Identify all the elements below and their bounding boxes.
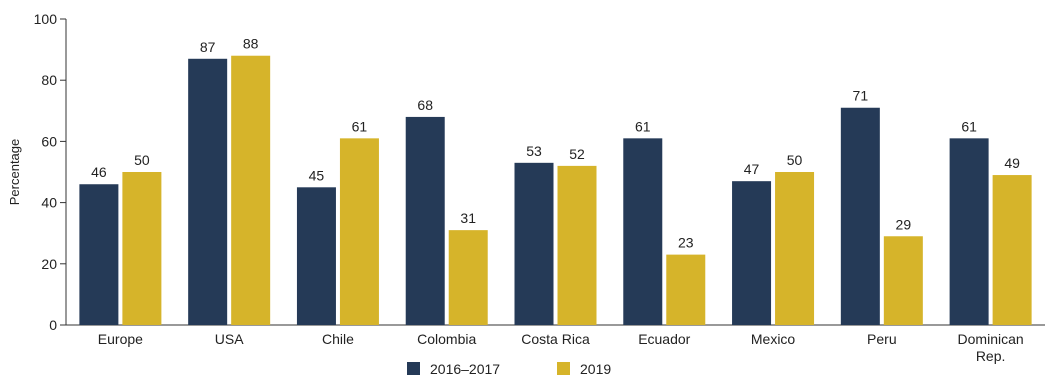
data-label: 46	[91, 164, 107, 180]
bar-series-1	[840, 107, 880, 326]
data-label: 52	[569, 146, 585, 162]
bar-series-2	[775, 172, 815, 325]
legend-label: 2019	[580, 361, 611, 377]
data-label: 49	[1004, 155, 1020, 171]
category-label-line: Rep.	[976, 348, 1006, 364]
y-axis-title: Percentage	[7, 139, 22, 206]
category-label: Mexico	[751, 331, 796, 347]
category-label: Peru	[867, 331, 897, 347]
y-tick-label: 80	[41, 72, 57, 88]
bar-series-1	[188, 58, 228, 325]
data-label: 45	[309, 167, 325, 183]
legend-swatch	[557, 362, 570, 375]
data-label: 53	[526, 143, 542, 159]
data-label: 61	[961, 118, 977, 134]
category-labels: Europe USA Chile Colombia Costa Rica Ecuador M…	[98, 331, 1024, 364]
category-label-line: Colombia	[417, 331, 476, 347]
category-label-line: USA	[215, 331, 244, 347]
category-label: Dominican Rep.	[958, 331, 1024, 364]
bar-series-1	[79, 184, 119, 325]
legend: 2016–2017 2019	[407, 361, 611, 377]
bar-series-1	[732, 181, 772, 325]
axes: 0 20 40 60 80 100 Percentage	[7, 11, 1045, 333]
bar-series-2	[231, 55, 271, 325]
data-label: 50	[787, 152, 803, 168]
bar-series-1	[949, 138, 989, 325]
bar-series-1	[514, 162, 554, 325]
category-label-line: Costa Rica	[521, 331, 590, 347]
data-label: 61	[352, 118, 368, 134]
y-tick-label: 40	[41, 195, 57, 211]
data-label: 61	[635, 118, 651, 134]
bar-series-2	[339, 138, 379, 325]
data-label: 47	[744, 161, 760, 177]
bar-series-1	[405, 116, 445, 325]
category-label: Ecuador	[638, 331, 690, 347]
data-label: 29	[896, 216, 912, 232]
category-label-line: Mexico	[751, 331, 796, 347]
legend-label: 2016–2017	[430, 361, 500, 377]
data-labels: 46 50 87 88 45 61 68 31 53 52 61 23 47 50 71 29 61 49	[91, 36, 1020, 251]
bar-series-2	[883, 236, 923, 325]
bar-series-1	[296, 187, 336, 325]
category-label: Chile	[322, 331, 354, 347]
legend-swatch	[407, 362, 420, 375]
category-label: Colombia	[417, 331, 476, 347]
category-label-line: Europe	[98, 331, 143, 347]
bar-series-1	[623, 138, 663, 325]
bar-series-2	[992, 175, 1032, 325]
bar-series-2	[666, 254, 706, 325]
data-label: 88	[243, 36, 259, 52]
category-label-line: Ecuador	[638, 331, 690, 347]
y-tick-label: 0	[49, 317, 57, 333]
category-label-line: Dominican	[958, 331, 1024, 347]
y-tick-label: 100	[34, 11, 58, 27]
data-label: 50	[134, 152, 150, 168]
data-label: 31	[460, 210, 476, 226]
category-label: Europe	[98, 331, 143, 347]
y-tick-label: 60	[41, 133, 57, 149]
y-tick-label: 20	[41, 256, 57, 272]
category-label-line: Peru	[867, 331, 897, 347]
data-label: 23	[678, 235, 694, 251]
bar-series-2	[557, 165, 597, 325]
data-label: 87	[200, 39, 216, 55]
bar-series-2	[448, 230, 488, 325]
bar-series-2	[122, 172, 162, 325]
category-label-line: Chile	[322, 331, 354, 347]
bars	[79, 55, 1032, 326]
data-label: 68	[417, 97, 433, 113]
category-label: USA	[215, 331, 244, 347]
category-label: Costa Rica	[521, 331, 590, 347]
data-label: 71	[853, 88, 869, 104]
